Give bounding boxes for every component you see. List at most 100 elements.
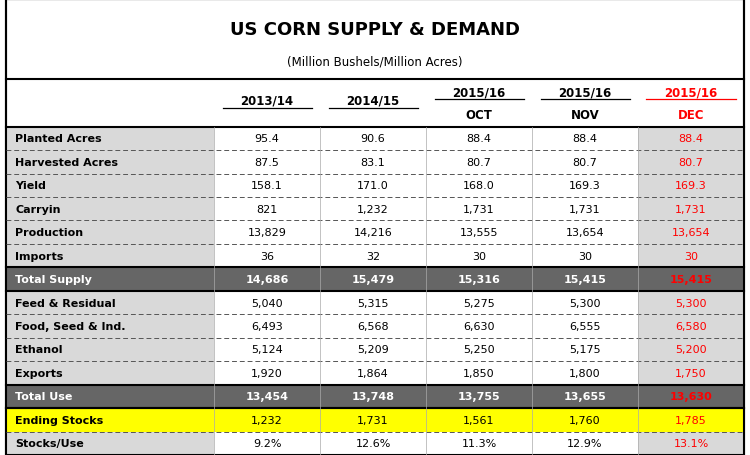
- Text: 13.1%: 13.1%: [674, 438, 709, 448]
- Text: 80.7: 80.7: [466, 157, 491, 167]
- Text: 13,630: 13,630: [670, 391, 712, 401]
- Text: 13,654: 13,654: [566, 228, 604, 238]
- Bar: [214, 361, 320, 385]
- Text: 90.6: 90.6: [361, 134, 386, 144]
- Text: 5,250: 5,250: [464, 345, 495, 355]
- Bar: [214, 291, 320, 314]
- Text: (Million Bushels/Million Acres): (Million Bushels/Million Acres): [287, 56, 463, 69]
- Text: 14,686: 14,686: [245, 274, 289, 284]
- Bar: [214, 268, 320, 291]
- Text: 80.7: 80.7: [572, 157, 598, 167]
- Bar: [638, 221, 744, 244]
- Text: Feed & Residual: Feed & Residual: [15, 298, 116, 308]
- Text: 158.1: 158.1: [251, 181, 283, 191]
- Bar: [638, 385, 744, 408]
- Bar: [214, 197, 320, 221]
- Bar: [426, 385, 532, 408]
- Text: 12.6%: 12.6%: [356, 438, 391, 448]
- Bar: [532, 127, 638, 151]
- Text: 80.7: 80.7: [679, 157, 703, 167]
- Bar: [638, 408, 744, 432]
- Text: Harvested Acres: Harvested Acres: [15, 157, 118, 167]
- Bar: [638, 361, 744, 385]
- Bar: [532, 385, 638, 408]
- Text: 5,200: 5,200: [675, 345, 706, 355]
- Bar: [320, 361, 426, 385]
- Text: 88.4: 88.4: [466, 134, 491, 144]
- Text: 1,850: 1,850: [464, 368, 495, 378]
- Bar: [6, 244, 214, 268]
- Bar: [6, 151, 214, 174]
- Bar: [638, 338, 744, 361]
- Bar: [320, 268, 426, 291]
- Text: 30: 30: [578, 251, 592, 261]
- Text: US CORN SUPPLY & DEMAND: US CORN SUPPLY & DEMAND: [230, 20, 520, 38]
- Bar: [426, 174, 532, 197]
- Bar: [638, 174, 744, 197]
- Bar: [532, 361, 638, 385]
- Text: 2014/15: 2014/15: [346, 95, 400, 108]
- Bar: [426, 408, 532, 432]
- Text: 5,040: 5,040: [251, 298, 283, 308]
- Text: 169.3: 169.3: [569, 181, 601, 191]
- Bar: [6, 127, 214, 151]
- Text: Planted Acres: Planted Acres: [15, 134, 102, 144]
- Bar: [214, 432, 320, 455]
- Bar: [320, 291, 426, 314]
- Text: 13,829: 13,829: [248, 228, 286, 238]
- Bar: [426, 127, 532, 151]
- Bar: [214, 314, 320, 338]
- Text: 11.3%: 11.3%: [461, 438, 496, 448]
- Bar: [638, 151, 744, 174]
- Text: 88.4: 88.4: [679, 134, 703, 144]
- Bar: [320, 221, 426, 244]
- Bar: [214, 385, 320, 408]
- Text: 30: 30: [472, 251, 486, 261]
- Text: 5,209: 5,209: [357, 345, 389, 355]
- Text: 14,216: 14,216: [354, 228, 392, 238]
- Text: 1,561: 1,561: [464, 415, 495, 425]
- Text: 1,731: 1,731: [357, 415, 388, 425]
- Bar: [320, 151, 426, 174]
- Text: 13,755: 13,755: [458, 391, 500, 401]
- Text: 2015/16: 2015/16: [664, 86, 718, 100]
- Bar: [6, 385, 214, 408]
- Text: NOV: NOV: [571, 109, 599, 122]
- Text: 5,124: 5,124: [251, 345, 283, 355]
- Text: 95.4: 95.4: [254, 134, 280, 144]
- Text: 6,493: 6,493: [251, 321, 283, 331]
- Text: Total Supply: Total Supply: [15, 274, 92, 284]
- Bar: [532, 408, 638, 432]
- Text: 6,580: 6,580: [675, 321, 706, 331]
- Bar: [214, 338, 320, 361]
- Text: 1,864: 1,864: [357, 368, 389, 378]
- Text: 171.0: 171.0: [357, 181, 389, 191]
- Bar: [426, 314, 532, 338]
- Bar: [532, 338, 638, 361]
- Text: 5,315: 5,315: [357, 298, 388, 308]
- Bar: [638, 432, 744, 455]
- Text: 13,454: 13,454: [245, 391, 289, 401]
- Text: 821: 821: [256, 204, 278, 214]
- Bar: [426, 432, 532, 455]
- Text: DEC: DEC: [678, 109, 704, 122]
- Text: 87.5: 87.5: [254, 157, 280, 167]
- Bar: [320, 244, 426, 268]
- Text: Ending Stocks: Ending Stocks: [15, 415, 104, 425]
- Bar: [320, 314, 426, 338]
- Text: 1,232: 1,232: [357, 204, 389, 214]
- Bar: [214, 221, 320, 244]
- Text: 1,785: 1,785: [675, 415, 707, 425]
- Bar: [6, 268, 214, 291]
- Bar: [532, 268, 638, 291]
- Text: 2013/14: 2013/14: [241, 95, 293, 108]
- Text: 15,316: 15,316: [458, 274, 500, 284]
- Text: Imports: Imports: [15, 251, 63, 261]
- Bar: [638, 244, 744, 268]
- Bar: [320, 127, 426, 151]
- Text: Stocks/Use: Stocks/Use: [15, 438, 84, 448]
- Text: 1,731: 1,731: [675, 204, 706, 214]
- Text: 15,479: 15,479: [352, 274, 395, 284]
- Bar: [532, 197, 638, 221]
- Text: 169.3: 169.3: [675, 181, 707, 191]
